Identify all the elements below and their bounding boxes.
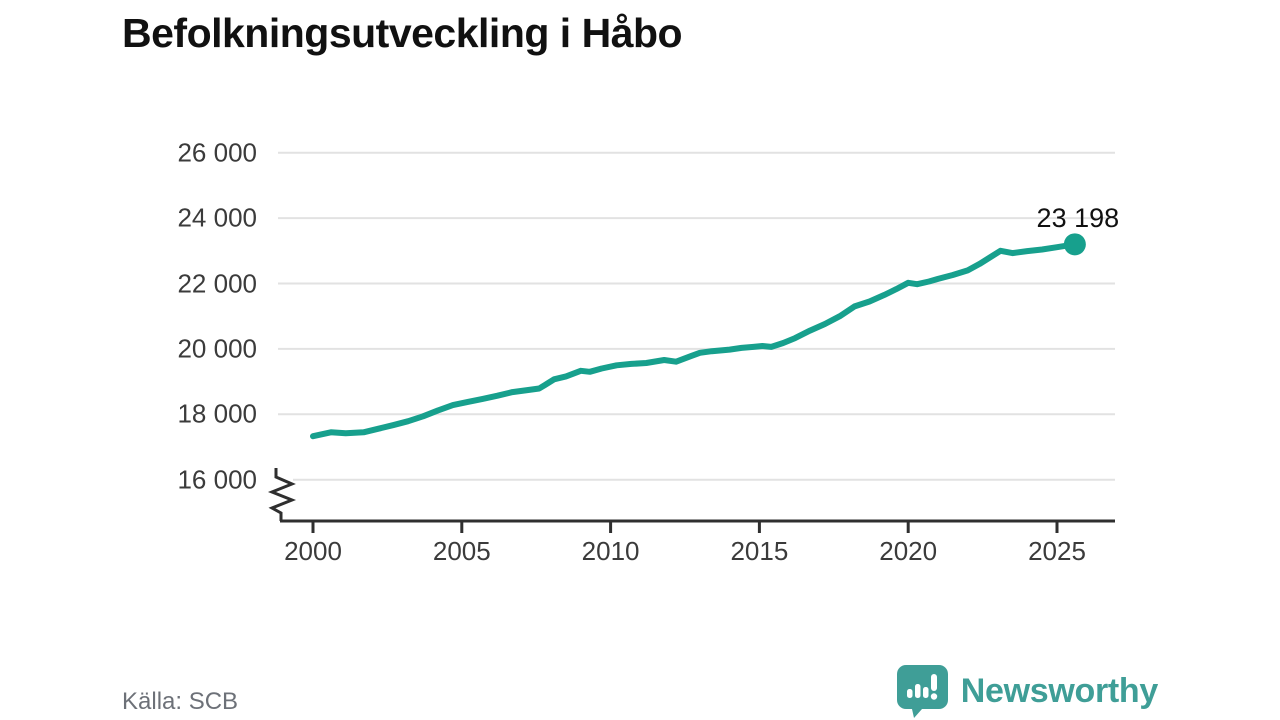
- newsworthy-wordmark: Newsworthy: [960, 671, 1159, 710]
- x-tick-label: 2005: [432, 536, 491, 566]
- y-tick-label: 20 000: [177, 333, 257, 364]
- x-tick-label: 2015: [730, 536, 789, 566]
- last-value-label: 23 198: [1036, 203, 1120, 234]
- x-tick-label: 2025: [1028, 536, 1086, 566]
- x-tick-label: 2020: [879, 536, 938, 566]
- y-tick-label: 22 000: [177, 268, 257, 298]
- x-tick-label: 2010: [581, 536, 640, 566]
- newsworthy-speech-bubble-chart-icon: [896, 665, 948, 718]
- chart-title: Befolkningsutveckling i Håbo: [122, 10, 683, 56]
- last-value-marker: [1063, 233, 1086, 256]
- y-tick-label: 16 000: [177, 464, 257, 495]
- y-tick-label: 24 000: [177, 202, 257, 233]
- newsworthy-logo: Newsworthy: [896, 664, 1158, 718]
- x-axis: [280, 519, 1115, 533]
- x-tick-label: 2000: [284, 536, 342, 566]
- y-tick-label: 18 000: [177, 398, 257, 429]
- population-line-series: [310, 241, 1078, 440]
- gridlines: [278, 151, 1115, 481]
- source-note: Källa: SCB: [122, 688, 239, 715]
- y-tick-label: 26 000: [177, 137, 257, 168]
- y-axis-break-icon: [267, 468, 297, 521]
